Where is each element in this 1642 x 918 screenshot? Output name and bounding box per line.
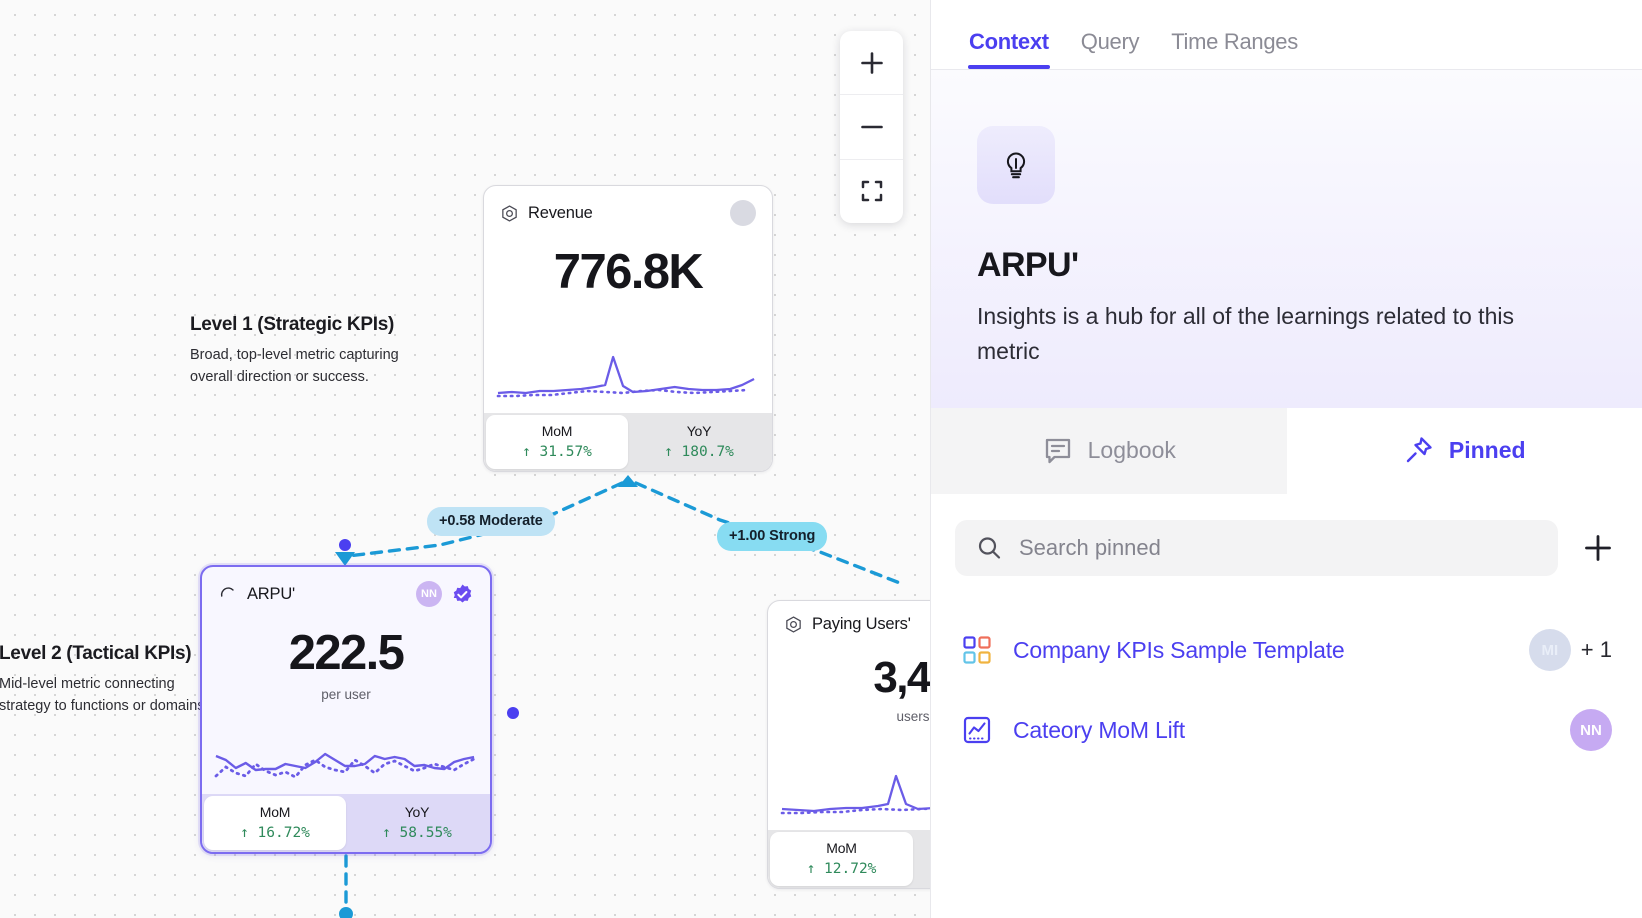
metric-card-paying-users[interactable]: Paying Users' 3,49 users MoM ↑ 12.72% Yo… <box>767 600 930 889</box>
right-side-panel: Context Query Time Ranges ARPU' Insights… <box>930 0 1642 918</box>
minus-icon <box>860 125 883 129</box>
stats-row: MoM ↑ 16.72% YoY ↑ 58.55% <box>202 794 490 852</box>
pin-icon <box>1406 437 1432 463</box>
stat-value: ↑ 180.7% <box>664 444 734 460</box>
card-title: Paying Users' <box>812 615 911 633</box>
metric-value: 3,49 <box>873 653 930 702</box>
stat-mom[interactable]: MoM ↑ 12.72% <box>770 832 913 886</box>
stat-value: ↑ 12.72% <box>806 861 877 877</box>
edge-label-strong[interactable]: +1.00 Strong <box>717 522 828 551</box>
avatar[interactable]: MI <box>1528 629 1571 671</box>
add-pinned-button[interactable] <box>1578 528 1618 568</box>
pinned-list: Company KPIs Sample Template MI + 1 Cate… <box>931 586 1642 770</box>
hexagon-icon <box>786 616 801 633</box>
stat-label: MoM <box>826 840 857 856</box>
pinned-item-meta: NN <box>1570 709 1612 751</box>
group-title: Level 2 (Tactical KPIs) <box>0 643 192 664</box>
metric-unit: users <box>896 709 930 724</box>
card-header: Revenue <box>484 186 772 226</box>
avatar-overflow-count: + 1 <box>1580 637 1612 662</box>
sparkline-chart <box>768 762 930 830</box>
plus-icon <box>1585 535 1611 561</box>
subtab-label: Pinned <box>1448 436 1526 463</box>
subtab-pinned[interactable]: Pinned <box>1286 408 1642 494</box>
stat-yoy[interactable]: YoY ↑ 180.7% <box>628 415 770 469</box>
search-icon <box>978 537 1001 559</box>
metric-unit: per user <box>321 687 371 702</box>
subtab-logbook[interactable]: Logbook <box>931 408 1287 494</box>
stat-value: ↑ 31.57% <box>522 444 592 460</box>
metric-value: 222.5 <box>288 626 405 680</box>
group-title: Level 1 (Strategic KPIs) <box>190 314 394 335</box>
stat-label: YoY <box>404 804 430 820</box>
tab-time-ranges[interactable]: Time Ranges <box>1171 29 1298 54</box>
lightbulb-icon <box>1006 152 1026 179</box>
edge-label-moderate[interactable]: +0.58 Moderate <box>427 507 555 536</box>
metric-card-arpu[interactable]: ARPU' NN 222.5 per user MoM ↑ 16.7 <box>200 565 492 854</box>
avatar[interactable]: NN <box>1570 709 1612 751</box>
plus-icon <box>860 51 883 74</box>
metric-value: 776.8K <box>553 245 704 299</box>
stat-label: YoY <box>917 840 930 856</box>
group-annotation-level-1: Level 1 (Strategic KPIs) Broad, top-leve… <box>190 314 399 389</box>
pinned-item-meta: MI + 1 <box>1528 629 1612 671</box>
stats-row: MoM ↑ 31.57% YoY ↑ 180.7% <box>484 413 772 471</box>
lightbulb-badge <box>977 126 1055 204</box>
panel-subtitle: Insights is a hub for all of the learnin… <box>977 303 1514 364</box>
zoom-controls[interactable] <box>840 31 903 223</box>
avatar[interactable]: NN <box>416 581 442 607</box>
search-row <box>931 494 1642 586</box>
pinned-item-cateory-mom-lift[interactable]: Cateory MoM Lift NN <box>961 690 1612 770</box>
card-header: ARPU' NN <box>202 567 490 607</box>
zoom-in-button[interactable] <box>840 31 903 94</box>
pinned-item-name: Cateory MoM Lift <box>1013 716 1185 743</box>
stat-value: ↑ 58.55% <box>382 825 452 841</box>
tab-query[interactable]: Query <box>1080 29 1140 54</box>
stat-mom[interactable]: MoM ↑ 16.72% <box>204 796 346 850</box>
stat-label: YoY <box>686 423 712 439</box>
insights-hero: ARPU' Insights is a hub for all of the l… <box>931 70 1642 408</box>
group-description: Broad, top-level metric capturing overal… <box>190 347 399 385</box>
hexagon-icon <box>502 204 517 222</box>
graph-canvas[interactable]: Level 1 (Strategic KPIs) Broad, top-leve… <box>0 0 930 918</box>
group-annotation-level-2: Level 2 (Tactical KPIs) Mid-level metric… <box>0 643 209 718</box>
sparkline-chart <box>202 726 490 794</box>
card-title: Revenue <box>528 203 593 222</box>
group-description: Mid-level metric connecting strategy to … <box>0 676 209 714</box>
pinned-item-name: Company KPIs Sample Template <box>1013 636 1345 663</box>
fit-view-button[interactable] <box>840 158 903 223</box>
logbook-icon <box>1045 438 1070 464</box>
verified-check-icon[interactable] <box>451 583 474 606</box>
metric-card-revenue[interactable]: Revenue 776.8K MoM ↑ 31.57% YoY ↑ 180.7% <box>483 185 773 472</box>
panel-tabs: Context Query Time Ranges <box>931 0 1642 70</box>
pinned-item-company-kpis[interactable]: Company KPIs Sample Template MI + 1 <box>961 610 1612 690</box>
grid-squares-icon <box>963 636 991 664</box>
panel-subtabs: Logbook Pinned <box>931 408 1642 494</box>
stat-label: MoM <box>541 423 573 439</box>
card-header: Paying Users' <box>768 601 930 634</box>
zoom-out-button[interactable] <box>840 94 903 158</box>
stat-mom[interactable]: MoM ↑ 31.57% <box>486 415 628 469</box>
sparkline-chart <box>484 345 772 413</box>
stats-row: MoM ↑ 12.72% YoY <box>768 830 930 888</box>
line-chart-icon <box>963 716 991 744</box>
stat-label: MoM <box>259 804 291 820</box>
stat-yoy[interactable]: YoY <box>913 832 930 886</box>
subtab-label: Logbook <box>1087 436 1176 463</box>
tab-context[interactable]: Context <box>953 29 1065 69</box>
avatar[interactable] <box>730 200 756 226</box>
stat-value: ↑ 16.72% <box>240 825 310 841</box>
spinner-icon <box>220 587 234 597</box>
search-pinned-box[interactable] <box>955 520 1558 576</box>
fit-screen-icon <box>861 181 882 202</box>
panel-title: ARPU' <box>977 246 1079 284</box>
search-input[interactable] <box>1019 535 1538 561</box>
stat-yoy[interactable]: YoY ↑ 58.55% <box>346 796 488 850</box>
card-title: ARPU' <box>247 584 295 603</box>
